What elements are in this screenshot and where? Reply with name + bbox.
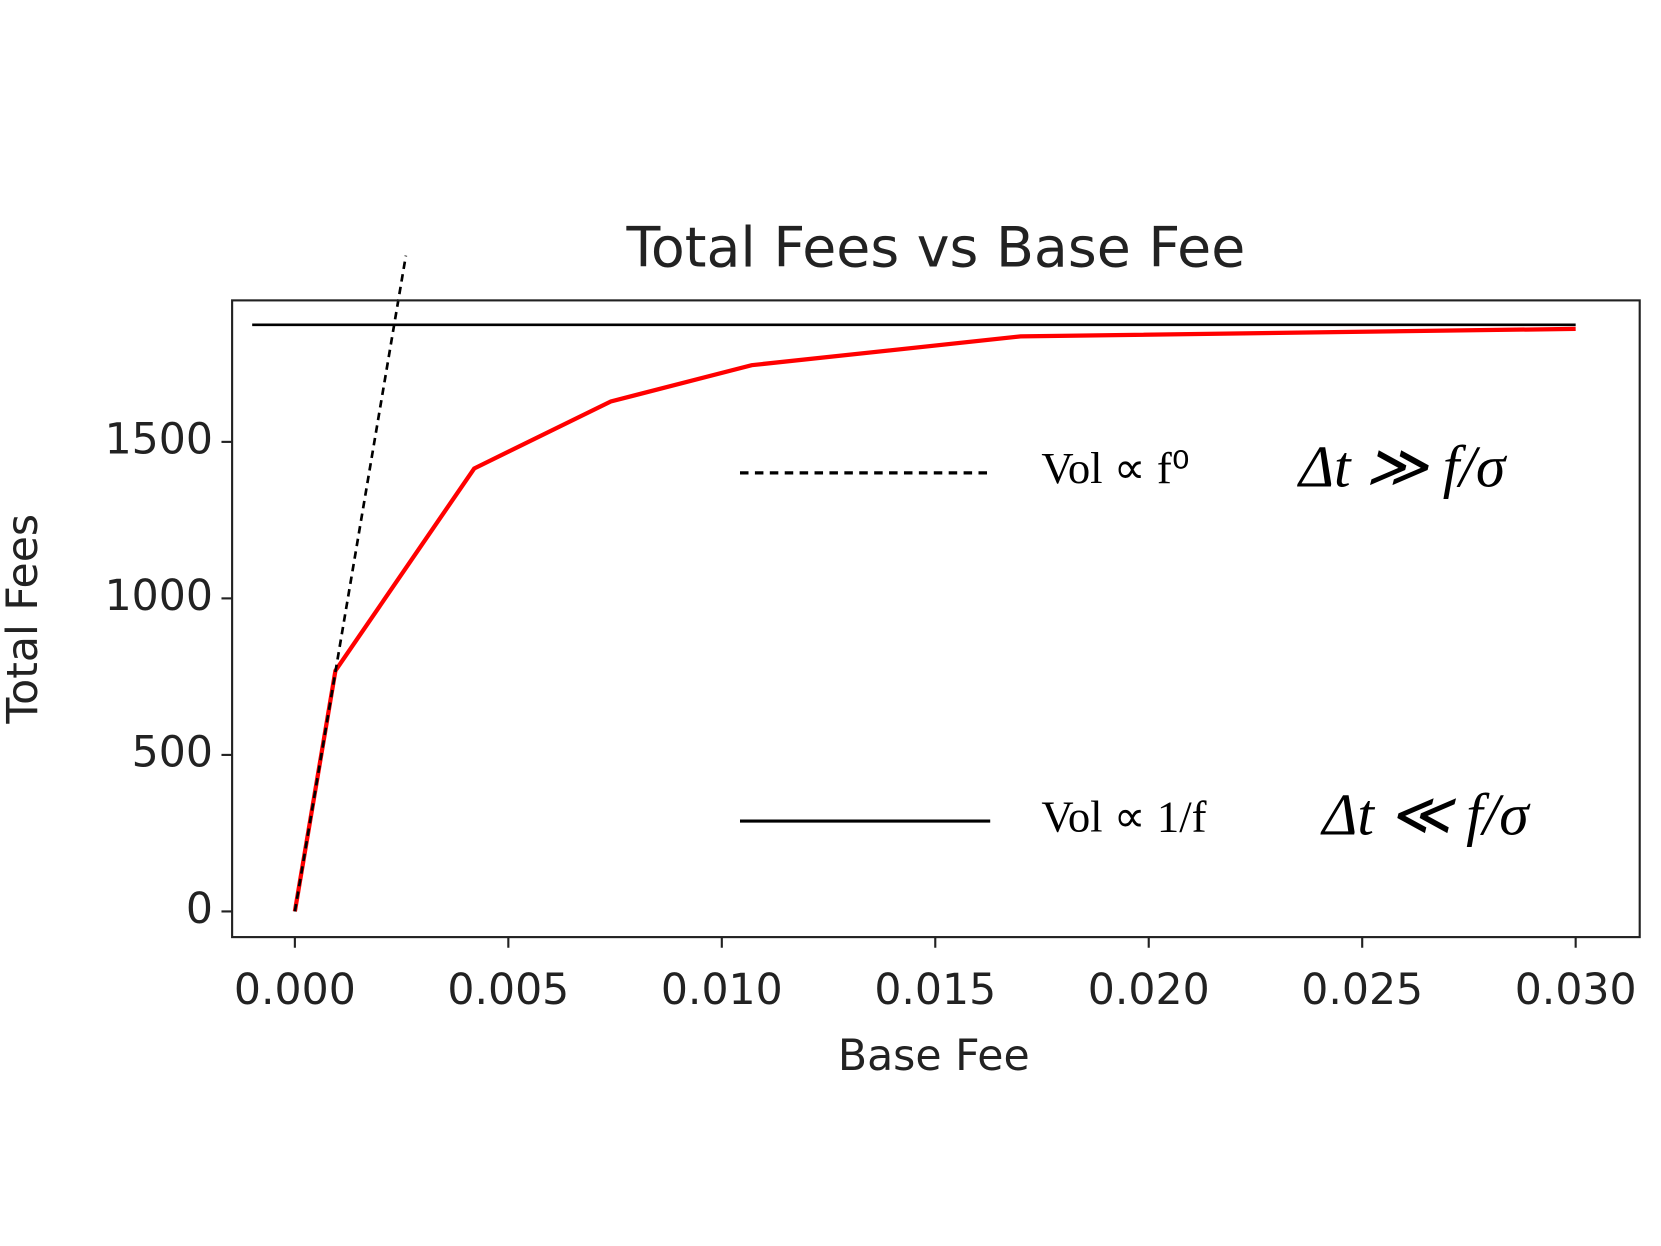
x-tick-label: 0.005 <box>447 965 569 1015</box>
annotation: Δt ≫ f/σ <box>1297 434 1508 500</box>
data-line <box>293 255 408 912</box>
legend-label: Vol ∝ f⁰ <box>1041 443 1189 493</box>
plot-frame <box>231 299 1641 939</box>
x-tick-label: 0.000 <box>234 965 356 1015</box>
y-tick-label: 1500 <box>105 414 213 464</box>
x-tick-label: 0.025 <box>1301 965 1423 1015</box>
legend-label: Vol ∝ 1/f <box>1041 791 1206 841</box>
y-tick-label: 0 <box>186 884 213 934</box>
y-axis-label: Total Fees <box>0 514 48 725</box>
y-tick-label: 500 <box>132 727 213 777</box>
chart-title: Total Fees vs Base Fee <box>626 217 1246 281</box>
y-tick-label: 1000 <box>105 571 213 621</box>
x-axis-label: Base Fee <box>838 1031 1030 1081</box>
x-tick-label: 0.020 <box>1088 965 1210 1015</box>
x-tick-label: 0.015 <box>874 965 996 1015</box>
x-tick-label: 0.010 <box>661 965 783 1015</box>
annotation: Δt ≪ f/σ <box>1320 782 1531 848</box>
x-tick-label: 0.030 <box>1515 965 1637 1015</box>
